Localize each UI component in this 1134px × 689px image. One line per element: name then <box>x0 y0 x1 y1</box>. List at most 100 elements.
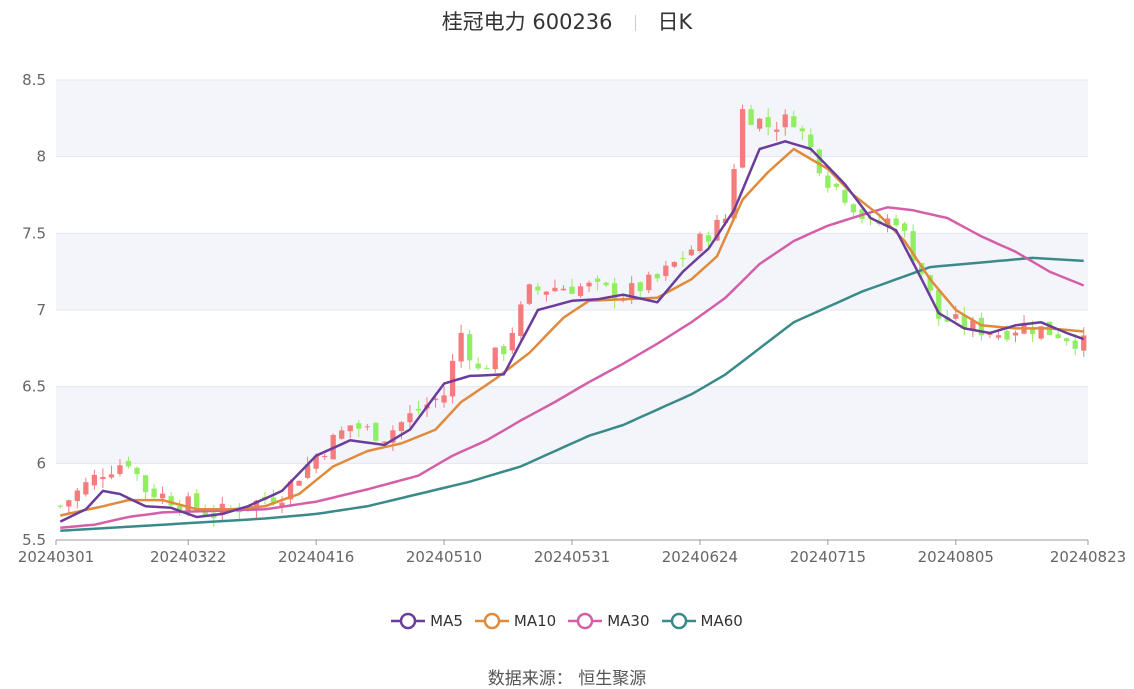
legend-label: MA30 <box>607 612 650 630</box>
candle-body <box>569 286 575 294</box>
candle-body <box>603 282 609 286</box>
candle-body <box>390 430 396 443</box>
candle-body <box>509 333 515 351</box>
x-tick-label: 20240510 <box>406 548 482 566</box>
candle-body <box>202 511 208 516</box>
candle-body <box>441 395 447 403</box>
candle-body <box>151 488 157 498</box>
candle-body <box>953 314 959 319</box>
candle-body <box>100 476 106 480</box>
legend-marker-icon <box>391 612 426 630</box>
candle-body <box>518 304 524 336</box>
x-tick-label: 20240624 <box>662 548 738 566</box>
candle-body <box>168 496 174 506</box>
candle-body <box>432 398 439 401</box>
candle-body <box>57 505 63 507</box>
legend-item-ma30[interactable]: MA30 <box>568 612 650 630</box>
candle-body <box>339 430 345 439</box>
ma-line-ma10 <box>60 147 1084 517</box>
candle-body <box>663 265 669 277</box>
x-tick-label: 20240823 <box>1050 548 1126 566</box>
candle-body <box>1064 338 1070 342</box>
candle-body <box>407 413 413 423</box>
candle-body <box>484 368 490 370</box>
candle-body <box>688 249 695 256</box>
candle-body <box>66 500 72 507</box>
candle-body <box>705 235 712 242</box>
x-tick-label: 20240531 <box>534 548 610 566</box>
candle-body <box>449 360 456 397</box>
y-tick-label: 7.5 <box>22 224 46 242</box>
x-tick-label: 20240301 <box>18 548 94 566</box>
candle-body <box>850 204 857 213</box>
candle-body <box>987 333 993 335</box>
candle-body <box>1004 330 1010 340</box>
candle-body <box>697 233 703 252</box>
candle-body <box>1055 334 1061 339</box>
legend-label: MA10 <box>513 612 557 630</box>
grid-band <box>56 386 1088 464</box>
candle-body <box>381 441 388 443</box>
candle-body <box>927 275 933 291</box>
chart-title: 桂冠电力 600236 日K <box>0 6 1134 36</box>
candle-body <box>782 114 788 128</box>
legend-item-ma10[interactable]: MA10 <box>474 612 557 630</box>
candle-body <box>492 347 498 370</box>
grid-band <box>56 233 1088 310</box>
candle-body <box>629 283 635 298</box>
y-tick-label: 6.5 <box>22 378 46 396</box>
y-tick-label: 7 <box>36 301 46 319</box>
source-value: 恒生聚源 <box>578 669 647 689</box>
candle-body <box>526 284 532 304</box>
y-tick-label: 8.5 <box>22 71 46 89</box>
candle-body <box>304 464 311 478</box>
x-tick-label: 20240715 <box>790 548 866 566</box>
candle-body <box>654 274 660 279</box>
candle-body <box>825 175 831 188</box>
candle-body <box>970 320 976 330</box>
candle-body <box>612 283 618 300</box>
candle-body <box>142 475 149 493</box>
candle-body <box>1012 332 1019 336</box>
candle-body <box>1029 327 1036 334</box>
candle-body <box>731 169 737 219</box>
candle-body <box>816 149 822 174</box>
candle-body <box>373 422 379 441</box>
candle-body <box>1038 326 1044 339</box>
candle-body <box>296 480 302 486</box>
candle-body <box>134 467 140 474</box>
candle-body <box>279 502 285 507</box>
candle-body <box>671 261 677 267</box>
candle-body <box>117 465 123 474</box>
candle-body <box>501 346 507 355</box>
legend-marker-icon <box>568 612 603 630</box>
candle-body <box>842 190 848 203</box>
data-source: 数据来源： 恒生聚源 <box>0 664 1134 689</box>
candle-body <box>552 287 558 292</box>
candle-body <box>194 493 200 509</box>
candle-body <box>185 496 191 512</box>
candle-body <box>1072 340 1078 349</box>
ma-line-ma5 <box>59 140 1085 523</box>
candle-body <box>756 118 763 129</box>
candle-body <box>936 290 942 319</box>
candle-body <box>543 291 550 295</box>
candle-body <box>714 219 720 241</box>
candle-body <box>637 282 643 292</box>
y-tick-label: 8 <box>36 148 46 166</box>
grid-band <box>56 80 1088 157</box>
candle-body <box>910 231 916 262</box>
candle-body <box>833 183 840 187</box>
candle-body <box>748 109 754 125</box>
legend-item-ma60[interactable]: MA60 <box>661 612 743 630</box>
legend-item-ma5[interactable]: MA5 <box>391 612 463 630</box>
candle-body <box>415 408 422 411</box>
x-tick-label: 20240322 <box>150 548 226 566</box>
candle-body <box>680 258 686 260</box>
candle-body <box>125 460 132 467</box>
legend: MA5 MA10 MA30 MA60 <box>0 612 1134 634</box>
y-tick-label: 5.5 <box>22 531 46 549</box>
candle-body <box>893 218 899 226</box>
candle-body <box>791 116 797 128</box>
candle-body <box>535 286 541 291</box>
